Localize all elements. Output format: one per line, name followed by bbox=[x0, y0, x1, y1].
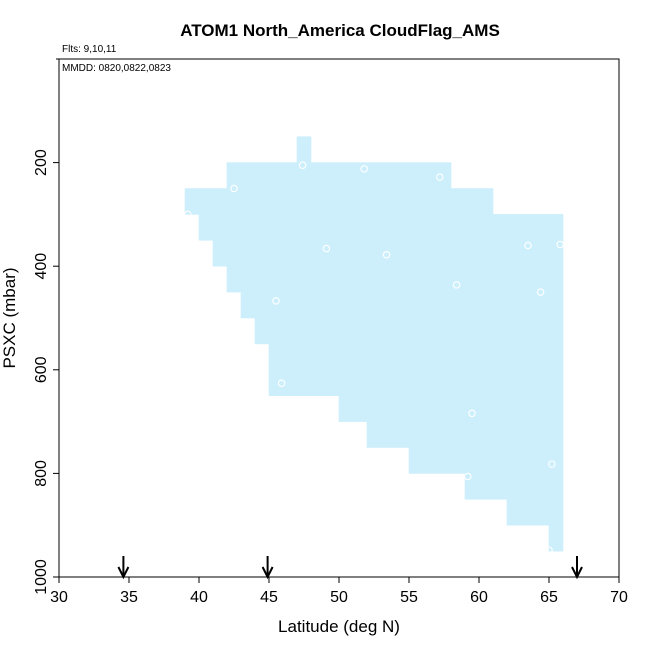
x-tick-label: 40 bbox=[190, 589, 208, 606]
y-axis: 200 400 600 800 1000 bbox=[33, 58, 60, 595]
sample-point bbox=[452, 281, 461, 289]
x-tick-label: 65 bbox=[540, 589, 558, 606]
cloud-cell bbox=[366, 162, 410, 448]
sample-point bbox=[536, 288, 545, 296]
cloud-cell bbox=[184, 188, 200, 215]
sample-point bbox=[545, 546, 553, 554]
cloud-cell bbox=[226, 162, 242, 293]
down-arrow bbox=[571, 556, 583, 580]
sample-point bbox=[548, 460, 556, 468]
down-arrow bbox=[261, 556, 274, 580]
x-tick-label: 70 bbox=[610, 589, 628, 606]
sample-point bbox=[360, 165, 368, 173]
sample-point bbox=[464, 472, 472, 481]
sample-point bbox=[436, 173, 444, 181]
flights-note: Flts: 9,10,11 bbox=[62, 44, 117, 55]
down-arrow bbox=[117, 556, 130, 580]
cloud-cell bbox=[198, 188, 214, 241]
sample-point bbox=[556, 240, 564, 249]
down-arrow-head bbox=[117, 566, 130, 580]
cloud-cell bbox=[212, 188, 228, 267]
cloud-cell bbox=[548, 214, 564, 552]
down-arrow-head bbox=[261, 566, 274, 580]
cloud-cell bbox=[296, 162, 312, 397]
y-tick-label: 600 bbox=[33, 356, 50, 383]
sample-point bbox=[524, 241, 532, 250]
sample-points bbox=[184, 161, 564, 554]
y-tick-label: 400 bbox=[33, 253, 50, 280]
cloud-cell bbox=[296, 136, 312, 163]
sample-point bbox=[468, 409, 476, 418]
x-axis: 30 35 40 45 50 55 60 65 70 bbox=[50, 576, 628, 606]
down-arrow-head bbox=[571, 566, 583, 580]
y-tick-label: 800 bbox=[33, 460, 50, 487]
cloud-cell bbox=[450, 188, 466, 474]
x-tick-label: 60 bbox=[470, 589, 488, 606]
cloud-cell bbox=[492, 214, 508, 500]
cloud-cell bbox=[338, 162, 368, 422]
y-axis-label: PSXC (mbar) bbox=[0, 267, 19, 368]
sample-point bbox=[298, 161, 307, 169]
x-axis-label: Latitude (deg N) bbox=[278, 617, 400, 636]
cloud-cell bbox=[254, 162, 270, 345]
y-tick-label: 200 bbox=[33, 149, 50, 176]
x-tick-label: 45 bbox=[260, 589, 278, 606]
cloud-cell bbox=[240, 162, 256, 319]
sample-point bbox=[322, 244, 331, 253]
cloud-cell bbox=[268, 162, 298, 397]
sample-point bbox=[277, 379, 286, 388]
cloud-cell bbox=[464, 188, 494, 500]
sample-point bbox=[230, 184, 238, 193]
chart-title: ATOM1 North_America CloudFlag_AMS bbox=[180, 21, 500, 40]
sample-point bbox=[184, 210, 192, 219]
cloud-cell bbox=[408, 162, 452, 474]
x-tick-label: 55 bbox=[400, 589, 418, 606]
x-tick-label: 30 bbox=[50, 589, 68, 606]
cloud-cells bbox=[184, 136, 564, 552]
y-tick-label: 1000 bbox=[33, 559, 50, 595]
sample-point bbox=[382, 251, 391, 259]
x-tick-label: 50 bbox=[330, 589, 348, 606]
cloud-cell bbox=[310, 162, 340, 397]
cloud-cell bbox=[506, 214, 550, 526]
arrow-markers bbox=[117, 556, 583, 580]
sample-point bbox=[272, 297, 280, 305]
x-tick-label: 35 bbox=[120, 589, 138, 606]
dates-note: MMDD: 0820,0822,0823 bbox=[62, 63, 171, 74]
